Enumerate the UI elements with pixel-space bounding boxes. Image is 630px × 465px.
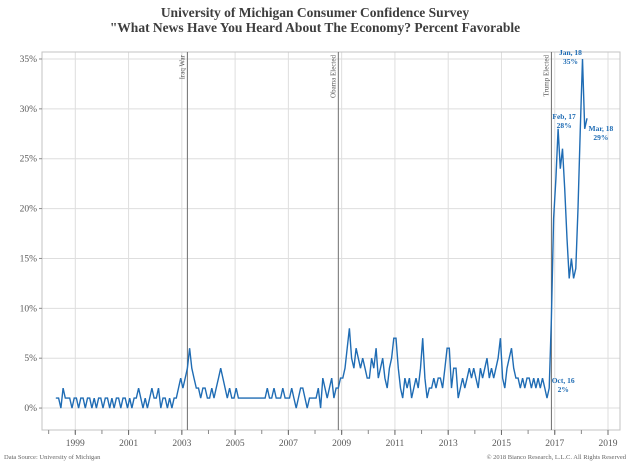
annotation-date-label: Mar, 18 bbox=[589, 124, 614, 133]
annotation-value-label: 29% bbox=[593, 133, 608, 142]
annotation-date-label: Oct, 16 bbox=[552, 376, 575, 385]
axis-layer: 1999 2001 2003 2005 2007 2009 2011 2013 2015 2017… bbox=[20, 55, 618, 449]
x-tick-label: 2017 bbox=[545, 439, 564, 449]
y-tick-label: 5% bbox=[24, 354, 37, 364]
x-tick-label: 2003 bbox=[172, 439, 191, 449]
x-tick-label: 2001 bbox=[119, 439, 138, 449]
y-tick-label: 35% bbox=[20, 55, 38, 65]
x-tick-label: 2009 bbox=[332, 439, 351, 449]
plot-frame bbox=[41, 51, 621, 431]
x-tick-label: 1999 bbox=[66, 439, 85, 449]
y-tick-label: 20% bbox=[20, 205, 38, 215]
y-tick-label: 10% bbox=[20, 304, 38, 314]
footer-copyright: © 2018 Bianco Research, L.L.C. All Right… bbox=[487, 454, 627, 461]
grid-layer bbox=[42, 52, 620, 430]
y-tick-label: 25% bbox=[20, 155, 38, 165]
y-tick-label: 30% bbox=[20, 105, 38, 115]
x-tick-label: 2011 bbox=[386, 439, 405, 449]
footer-source: Data Source: University of Michigan bbox=[4, 454, 101, 461]
x-tick-label: 2013 bbox=[439, 439, 458, 449]
x-tick-label: 2007 bbox=[279, 439, 298, 449]
x-tick-label: 2015 bbox=[492, 439, 511, 449]
event-line-label: Obama Elected bbox=[329, 55, 337, 98]
annotation-date-label: Feb, 17 bbox=[552, 112, 576, 121]
data-series-layer bbox=[55, 58, 588, 409]
y-tick-label: 15% bbox=[20, 254, 38, 264]
x-tick-label: 2005 bbox=[226, 439, 245, 449]
data-series-line bbox=[55, 58, 588, 409]
event-line-label: Trump Elected bbox=[542, 55, 550, 97]
annotation-value-label: 35% bbox=[563, 57, 578, 66]
annotation-value-label: 2% bbox=[558, 385, 569, 394]
y-tick-label: 0% bbox=[24, 404, 37, 414]
chart-subtitle: "What News Have You Heard About The Econ… bbox=[110, 20, 520, 35]
x-tick-label: 2019 bbox=[599, 439, 618, 449]
annotation-date-label: Jan, 18 bbox=[559, 48, 582, 57]
chart-title: University of Michigan Consumer Confiden… bbox=[161, 5, 470, 20]
event-line-label: Iraq War bbox=[178, 54, 186, 79]
annotation-value-label: 28% bbox=[557, 121, 572, 130]
